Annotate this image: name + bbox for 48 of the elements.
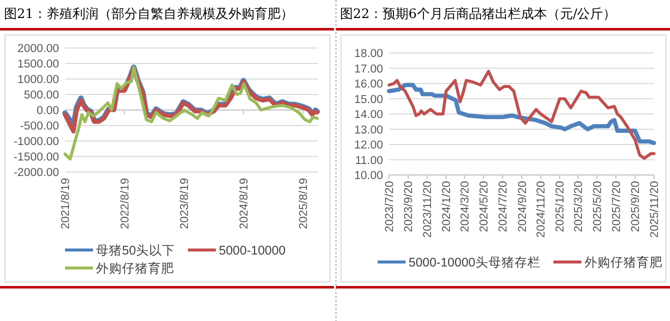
x-tick-label: 2024/1/20 [441,181,454,232]
y-tick-label: 1000.00 [17,74,59,86]
x-tick-label: 2025/9/20 [630,181,642,232]
x-tick-label: 2022/8/19 [119,178,132,230]
legend-label: 5000-10000头母猪存栏 [408,256,540,270]
y-tick-label: 16.00 [354,78,383,90]
x-tick-label: 2021/8/19 [60,178,72,230]
y-tick-label: 500.00 [24,90,59,102]
y-tick-label: -1500.00 [14,152,59,164]
x-tick-label: 2024/9/20 [516,181,529,232]
y-tick-label: 11.00 [355,154,383,167]
y-tick-label: -1000.00 [14,136,59,148]
y-tick-label: 2000.00 [17,43,59,55]
line-series [388,70,656,160]
y-tick-label: 14.00 [354,109,383,121]
x-tick-label: 2023/7/20 [384,181,396,232]
x-tick-label: 2024/5/20 [478,181,491,232]
x-tick-label: 2025/3/20 [572,181,585,232]
y-tick-label: 17.00 [354,63,383,76]
y-tick-label: 13.00 [354,124,383,136]
y-tick-label: 12.00 [354,140,383,152]
x-tick-label: 2024/7/20 [498,181,510,232]
x-tick-label: 2025/5/20 [592,181,604,232]
y-tick-label: 10.00 [354,170,383,182]
chart-title: 图22：预期6个月后商品猪出栏成本（元/公斤） [340,7,616,22]
legend-label: 外购仔猪育肥 [584,254,662,270]
x-tick-label: 2023/8/19 [178,178,191,230]
x-tick-label: 2024/8/19 [238,178,250,230]
y-tick-label: 18.00 [354,48,383,60]
line-series [64,66,319,160]
legend-label: 外购仔猪育肥 [96,260,174,276]
y-tick-label: -2000.00 [14,167,59,179]
y-tick-label: 15.00 [354,94,383,106]
x-tick-label: 2023/11/20 [422,181,434,238]
y-tick-label: 1500.00 [17,58,59,70]
y-tick-label: -500.00 [20,120,59,132]
chart-title: 图21：养殖利润（部分自繁自养规模及外购育肥） [4,6,294,22]
x-tick-label: 2023/9/20 [403,181,416,232]
x-tick-label: 2025/1/20 [554,181,567,232]
legend-label: 5000-10000 [218,244,286,258]
x-tick-label: 2025/7/20 [610,181,623,232]
y-tick-label: 0.00 [36,105,59,117]
x-tick-label: 2024/3/20 [460,181,472,232]
x-tick-label: 2024/11/20 [536,181,548,238]
line-series [386,82,656,146]
legend-label: 母猪50头以下 [96,244,175,258]
x-tick-label: 2025/11/20 [649,181,661,238]
x-tick-label: 2025/8/19 [298,178,310,230]
